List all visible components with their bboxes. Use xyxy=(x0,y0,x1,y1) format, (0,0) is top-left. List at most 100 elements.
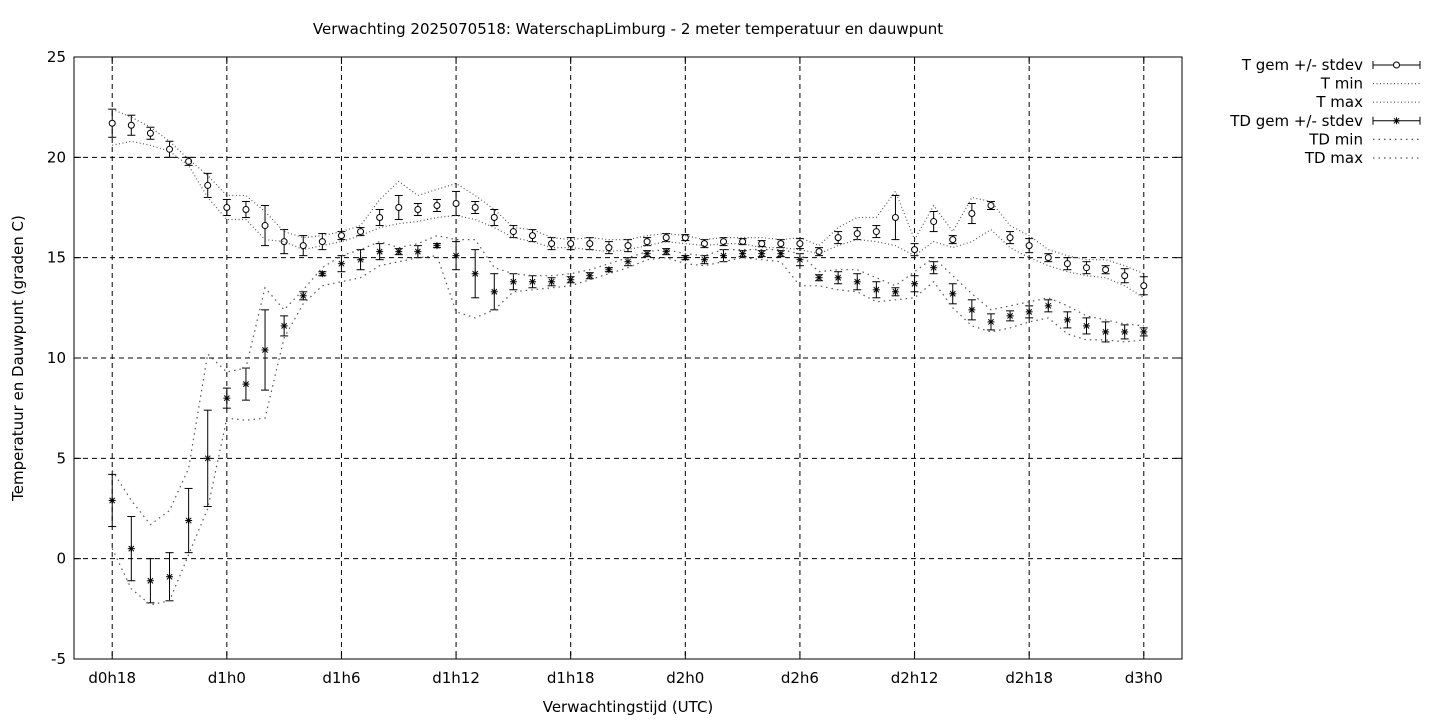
data-point-t-gem-stdev xyxy=(776,239,785,249)
data-point-t-gem-stdev xyxy=(490,209,499,227)
data-point-t-gem-stdev xyxy=(815,247,824,257)
marker-circle xyxy=(471,204,479,211)
marker-star xyxy=(262,346,269,353)
marker-circle xyxy=(127,121,135,129)
data-point-t-gem-stdev xyxy=(394,194,403,221)
marker-circle xyxy=(395,204,403,211)
data-point-td-gem-stdev xyxy=(452,241,461,271)
data-point-td-gem-stdev xyxy=(662,248,671,256)
data-point-td-gem-stdev xyxy=(261,309,270,391)
data-point-t-gem-stdev xyxy=(1044,253,1053,263)
marker-circle xyxy=(1082,264,1090,272)
marker-star xyxy=(796,256,803,263)
marker-star xyxy=(625,258,631,265)
marker-star xyxy=(605,266,612,273)
marker-star xyxy=(892,288,899,295)
series-line-t-min xyxy=(112,140,1145,299)
marker-star xyxy=(242,381,249,388)
data-point-td-gem-stdev xyxy=(241,367,250,401)
data-point-t-gem-stdev xyxy=(413,202,422,217)
data-point-t-gem-stdev xyxy=(432,198,441,213)
marker-circle xyxy=(853,230,861,238)
data-point-t-gem-stdev xyxy=(547,237,556,251)
marker-circle xyxy=(337,232,345,240)
marker-circle xyxy=(930,218,938,226)
marker-circle xyxy=(968,210,976,218)
marker-circle xyxy=(643,238,651,246)
data-point-t-gem-stdev xyxy=(452,190,461,217)
marker-star xyxy=(739,250,746,257)
marker-star xyxy=(529,278,536,285)
data-point-td-gem-stdev xyxy=(719,249,728,263)
marker-circle xyxy=(223,204,231,211)
data-point-t-gem-stdev xyxy=(241,200,250,219)
data-point-td-gem-stdev xyxy=(413,245,422,259)
data-point-td-gem-stdev xyxy=(1139,327,1148,337)
legend-label-td-min: TD min xyxy=(1308,130,1363,148)
y-tick-label: 5 xyxy=(56,449,66,467)
marker-star xyxy=(968,306,975,313)
marker-star xyxy=(777,250,784,257)
marker-star xyxy=(873,286,880,293)
data-point-t-gem-stdev xyxy=(1063,257,1072,271)
series-line-td-max xyxy=(111,234,1144,526)
data-point-t-gem-stdev xyxy=(662,233,671,243)
data-point-t-gem-stdev xyxy=(910,243,919,257)
marker-star xyxy=(395,248,402,255)
marker-star xyxy=(319,270,326,277)
data-point-td-gem-stdev xyxy=(738,250,747,258)
marker-circle xyxy=(681,234,689,242)
marker-circle xyxy=(433,201,441,209)
marker-circle xyxy=(567,240,575,248)
marker-circle xyxy=(815,248,823,256)
data-point-t-gem-stdev xyxy=(165,140,174,158)
data-point-t-gem-stdev xyxy=(681,234,690,242)
data-point-td-gem-stdev xyxy=(299,291,308,301)
marker-star xyxy=(644,250,651,257)
data-point-td-gem-stdev xyxy=(528,275,537,289)
chart-title: Verwachting 2025070518: WaterschapLimbur… xyxy=(313,20,943,38)
data-point-t-gem-stdev xyxy=(929,211,938,233)
data-point-td-gem-stdev xyxy=(948,283,957,305)
marker-circle xyxy=(108,119,116,127)
data-point-td-gem-stdev xyxy=(222,387,231,409)
marker-star xyxy=(911,280,918,287)
marker-circle xyxy=(357,228,365,236)
x-tick-label: d3h0 xyxy=(1125,669,1163,687)
data-point-td-gem-stdev xyxy=(337,255,346,273)
marker-circle xyxy=(1121,272,1129,280)
data-point-t-gem-stdev xyxy=(356,227,365,237)
data-point-td-gem-stdev xyxy=(165,552,174,602)
y-tick-label: 15 xyxy=(47,249,66,267)
marker-star xyxy=(472,270,479,277)
data-point-td-gem-stdev xyxy=(280,315,289,337)
data-point-t-gem-stdev xyxy=(222,198,231,217)
marker-circle xyxy=(758,240,766,248)
marker-star xyxy=(414,248,421,255)
marker-star xyxy=(338,260,345,267)
y-axis-label: Temperatuur en Dauwpunt (graden C) xyxy=(9,215,27,502)
marker-circle xyxy=(204,181,212,189)
data-point-td-gem-stdev xyxy=(1006,310,1015,322)
data-point-t-gem-stdev xyxy=(280,229,289,255)
data-point-t-gem-stdev xyxy=(986,200,995,211)
data-point-t-gem-stdev xyxy=(967,202,976,225)
marker-circle xyxy=(1102,266,1110,274)
marker-circle xyxy=(1063,260,1071,268)
y-tick-label: 0 xyxy=(56,550,66,568)
legend-label-td-max: TD max xyxy=(1304,149,1363,167)
x-tick-label: d2h12 xyxy=(891,669,939,687)
marker-star xyxy=(1007,312,1014,319)
data-point-t-gem-stdev xyxy=(1120,268,1129,284)
marker-star xyxy=(1121,328,1128,335)
marker-star xyxy=(491,288,498,295)
data-point-t-gem-stdev xyxy=(1101,265,1110,275)
marker-star xyxy=(223,395,230,402)
data-point-td-gem-stdev xyxy=(146,558,155,604)
marker-circle xyxy=(700,240,708,248)
series-layer xyxy=(108,108,1148,606)
marker-star xyxy=(835,274,842,281)
marker-star xyxy=(147,577,154,584)
